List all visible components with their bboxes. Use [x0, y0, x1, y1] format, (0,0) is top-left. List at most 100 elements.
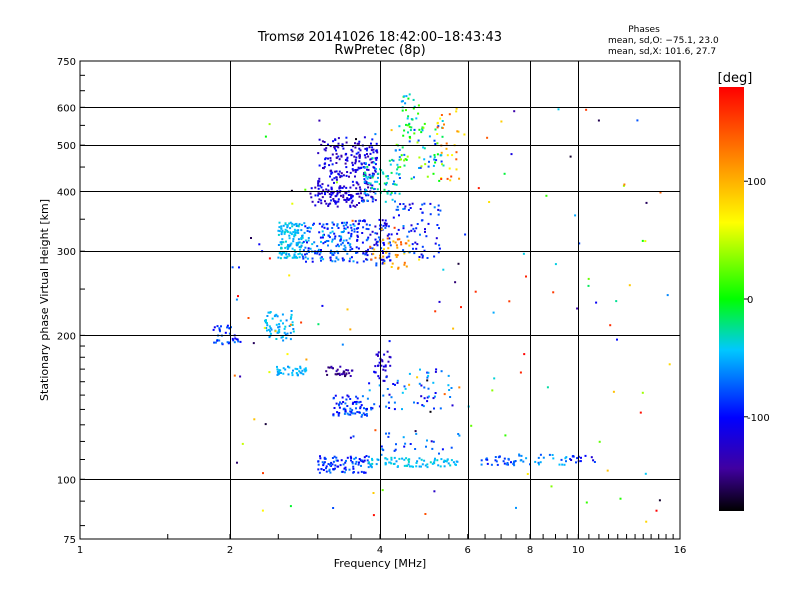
scatter-point [399, 166, 402, 168]
scatter-point [584, 454, 587, 457]
scatter-point [387, 255, 390, 258]
scatter-point [326, 373, 329, 376]
scatter-point [329, 145, 332, 148]
scatter-point [545, 194, 548, 197]
scatter-point [330, 249, 332, 252]
scatter-point [234, 337, 237, 340]
scatter-point [403, 207, 406, 210]
y-tick-label: 400 [57, 187, 76, 198]
scatter-point [333, 146, 336, 149]
scatter-point [304, 253, 307, 256]
scatter-point [334, 464, 337, 467]
scatter-point [455, 158, 458, 161]
scatter-point [350, 197, 353, 200]
scatter-point [393, 408, 396, 411]
scatter-point [387, 401, 390, 404]
scatter-point [422, 126, 425, 129]
scatter-point [403, 159, 406, 162]
scatter-point [267, 311, 270, 314]
scatter-point [318, 177, 321, 180]
scatter-point [413, 105, 416, 108]
scatter-point [394, 241, 397, 244]
scatter-point [318, 119, 321, 122]
scatter-point [374, 163, 377, 166]
scatter-point [358, 222, 360, 225]
scatter-point [383, 262, 386, 265]
scatter-point [446, 458, 449, 461]
scatter-point [340, 402, 343, 405]
scatter-point [435, 159, 438, 162]
scatter-point [341, 186, 344, 189]
scatter-point [421, 219, 424, 222]
scatter-point [420, 395, 423, 398]
scatter-point [423, 122, 426, 125]
scatter-point [376, 188, 379, 191]
scatter-point [375, 241, 378, 244]
scatter-point [403, 464, 406, 467]
scatter-point [359, 400, 362, 403]
scatter-point [303, 222, 306, 225]
scatter-point [282, 367, 285, 370]
scatter-point [321, 236, 324, 239]
scatter-point [382, 449, 385, 452]
scatter-point [294, 231, 297, 234]
scatter-point [218, 327, 221, 330]
scatter-point [426, 396, 429, 399]
scatter-point [366, 199, 369, 202]
scatter-point [385, 183, 388, 186]
scatter-point [349, 248, 352, 251]
scatter-point [213, 341, 216, 344]
scatter-point [397, 228, 400, 231]
scatter-point [370, 258, 373, 261]
scatter-point [385, 181, 388, 184]
scatter-point [389, 259, 392, 262]
scatter-point [392, 240, 395, 243]
scatter-point [365, 162, 367, 165]
scatter-point [335, 149, 337, 152]
scatter-point [394, 253, 397, 256]
scatter-point [385, 432, 387, 435]
scatter-point [394, 448, 397, 451]
scatter-point [335, 181, 338, 184]
scatter-point [344, 199, 347, 201]
scatter-point [310, 227, 312, 230]
scatter-point [276, 365, 278, 368]
scatter-point [293, 230, 296, 233]
scatter-point [388, 355, 391, 358]
scatter-point [282, 372, 285, 375]
scatter-point [338, 191, 341, 194]
scatter-point [392, 383, 395, 385]
scatter-point [371, 462, 374, 465]
scatter-point [290, 316, 293, 319]
scatter-point [393, 401, 396, 404]
scatter-point [439, 117, 442, 120]
scatter-point [363, 459, 366, 462]
scatter-point [384, 369, 387, 372]
scatter-point [382, 255, 385, 258]
scatter-point [284, 325, 287, 328]
scatter-point [288, 366, 291, 369]
scatter-point [495, 460, 498, 463]
scatter-point [286, 247, 289, 250]
scatter-point [426, 371, 429, 374]
scatter-point [357, 192, 360, 195]
scatter-point [401, 391, 404, 394]
scatter-point [350, 459, 352, 462]
scatter-point [368, 224, 371, 227]
scatter-point [407, 460, 410, 463]
scatter-point [314, 194, 317, 197]
scatter-point [349, 455, 352, 458]
scatter-point [394, 200, 396, 203]
scatter-point [288, 254, 291, 257]
scatter-point [278, 230, 281, 233]
scatter-point [426, 463, 429, 466]
scatter-point [302, 249, 305, 252]
scatter-point [363, 180, 366, 183]
scatter-point [415, 465, 418, 468]
scatter-point [374, 192, 377, 195]
scatter-point [367, 155, 370, 158]
scatter-point [348, 175, 350, 178]
colorbar [719, 87, 744, 511]
scatter-point [301, 255, 304, 258]
scatter-point [442, 268, 445, 271]
